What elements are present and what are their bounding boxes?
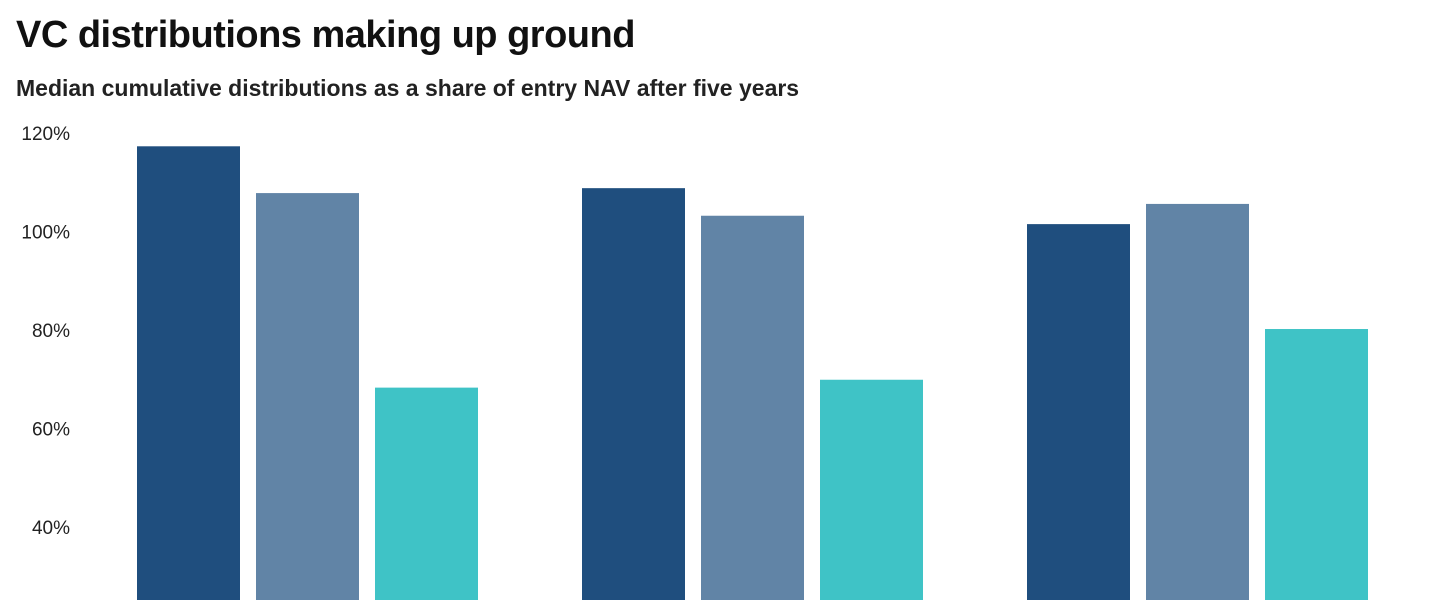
y-tick-label: 100% xyxy=(21,223,70,244)
bar-group1-series2 xyxy=(256,193,359,600)
bar-group3-series2 xyxy=(1146,203,1249,600)
bar-group2-series2 xyxy=(701,215,804,600)
bar-group2-series1 xyxy=(582,188,685,600)
bar-group1-series1 xyxy=(137,146,240,600)
y-tick-label: 60% xyxy=(32,420,70,441)
y-tick-label: 120% xyxy=(21,124,70,145)
bar-group3-series3 xyxy=(1265,329,1368,600)
bar-group3-series1 xyxy=(1027,224,1130,600)
y-tick-label: 40% xyxy=(32,518,70,539)
chart-subtitle: Median cumulative distributions as a sha… xyxy=(16,75,800,101)
bar-group1-series3 xyxy=(375,387,478,600)
chart-title: VC distributions making up ground xyxy=(16,14,635,56)
bar-group2-series3 xyxy=(820,379,923,600)
y-tick-label: 80% xyxy=(32,321,70,342)
